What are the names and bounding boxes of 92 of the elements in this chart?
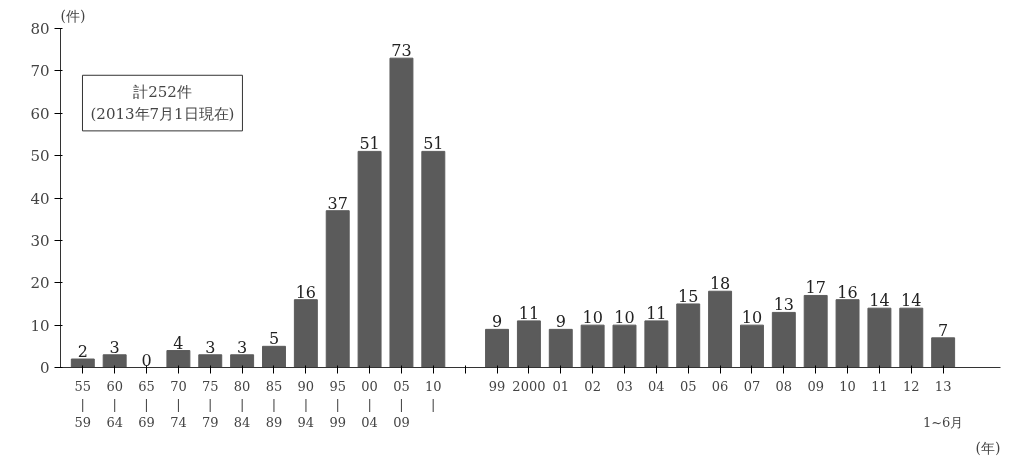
- x-tick-label: 06: [711, 378, 729, 394]
- data-label: 16: [295, 282, 317, 302]
- bar: [485, 328, 510, 368]
- x-tick-label: 80 | 84: [233, 378, 251, 430]
- x-tick-label: 08: [775, 378, 793, 394]
- data-label: 9: [491, 312, 503, 332]
- bar: [516, 320, 541, 368]
- bar: [580, 324, 605, 368]
- bar: [644, 320, 669, 368]
- bar: [548, 328, 573, 368]
- bar: [771, 311, 796, 368]
- data-label: 13: [773, 295, 794, 315]
- x-tick-label: 04: [648, 378, 665, 394]
- y-tick-label: 20: [30, 274, 50, 293]
- data-label: 11: [518, 303, 540, 323]
- bar: [293, 299, 318, 368]
- data-label: 9: [555, 312, 566, 332]
- bar: [325, 210, 350, 368]
- x-tick-label: 05 | 09: [393, 378, 410, 430]
- y-tick-label: 10: [30, 316, 50, 335]
- y-tick-label: 60: [30, 104, 50, 123]
- x-tick-label: 00 | 04: [361, 378, 378, 430]
- category-label: 13 1~6月: [922, 378, 964, 430]
- x-tick-label: 10 |: [425, 378, 442, 412]
- data-label: 10: [582, 308, 603, 328]
- x-tick-label: 2000: [512, 378, 546, 394]
- bar: [102, 354, 127, 368]
- x-tick-label: 07: [743, 378, 761, 394]
- data-label: 15: [678, 286, 699, 306]
- bar: [739, 324, 764, 368]
- data-label: 10: [614, 308, 635, 328]
- x-tick-label: 70 | 74: [170, 378, 187, 430]
- x-tick-label: 55 | 59: [74, 378, 92, 430]
- x-tick-label: 12: [903, 378, 920, 394]
- y-tick-label: 0: [39, 359, 50, 377]
- data-label: 37: [327, 193, 348, 213]
- x-tick-label: 90 | 94: [297, 378, 315, 430]
- x-tick-label: 02: [584, 378, 601, 394]
- annotation: 計252件 (2013年7月1日現在): [90, 83, 235, 123]
- data-label: 3: [205, 337, 216, 357]
- data-label: 51: [423, 134, 444, 154]
- data-label: 2: [77, 342, 88, 362]
- bar: [421, 150, 446, 368]
- data-label: 3: [237, 337, 248, 357]
- y-tick-label: 30: [30, 231, 50, 250]
- y-tick-label: 40: [30, 189, 50, 208]
- x-tick-label: 10: [839, 378, 856, 394]
- x-tick-label: 03: [616, 378, 633, 394]
- data-label: 10: [741, 308, 763, 328]
- data-label: 14: [869, 291, 890, 311]
- data-label: 51: [359, 134, 380, 154]
- x-axis-title: (年): [975, 439, 1001, 456]
- x-tick-label: 85 | 89: [265, 378, 283, 430]
- data-label: 5: [268, 329, 280, 349]
- y-tick-label: 50: [30, 147, 50, 166]
- data-label: 7: [938, 320, 949, 340]
- x-tick-label: 99: [488, 378, 506, 394]
- x-tick-label: 95 | 99: [329, 378, 346, 430]
- x-tick-label: 05: [679, 378, 697, 394]
- data-label: 14: [901, 291, 922, 311]
- y-axis-title: (件): [60, 7, 86, 24]
- bar: [166, 350, 191, 368]
- y-tick-label: 80: [30, 20, 50, 38]
- bar: [357, 150, 382, 368]
- data-label: 17: [805, 278, 826, 298]
- x-tick-label: 65 | 69: [138, 378, 155, 430]
- x-tick-label: 75 | 79: [201, 378, 219, 430]
- bar: [612, 324, 637, 368]
- data-label: 3: [109, 337, 120, 357]
- bar: [70, 358, 95, 368]
- bar: [676, 303, 701, 368]
- bar: [262, 345, 286, 368]
- data-label: 16: [837, 282, 858, 302]
- bar: [899, 307, 924, 368]
- data-label: 0: [141, 350, 152, 370]
- bar: [867, 307, 892, 368]
- data-label: 11: [646, 303, 667, 323]
- x-tick-label: 01: [552, 378, 570, 394]
- x-tick-label: 11: [871, 378, 888, 394]
- data-label: 4: [173, 333, 184, 353]
- bar: [931, 337, 956, 368]
- bar: [230, 354, 255, 368]
- data-label: 18: [709, 274, 731, 294]
- bar: [389, 57, 414, 368]
- data-label: 73: [391, 41, 412, 61]
- bar: [708, 290, 733, 368]
- bar: [835, 299, 860, 368]
- y-tick-label: 70: [30, 62, 50, 81]
- x-tick-label: 60 | 64: [106, 378, 123, 430]
- bar: [198, 354, 223, 368]
- bar: [803, 294, 828, 368]
- x-tick-label: 09: [807, 378, 824, 394]
